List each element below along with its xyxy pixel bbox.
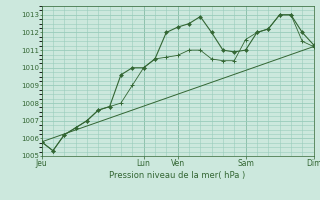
X-axis label: Pression niveau de la mer( hPa ): Pression niveau de la mer( hPa ) — [109, 171, 246, 180]
